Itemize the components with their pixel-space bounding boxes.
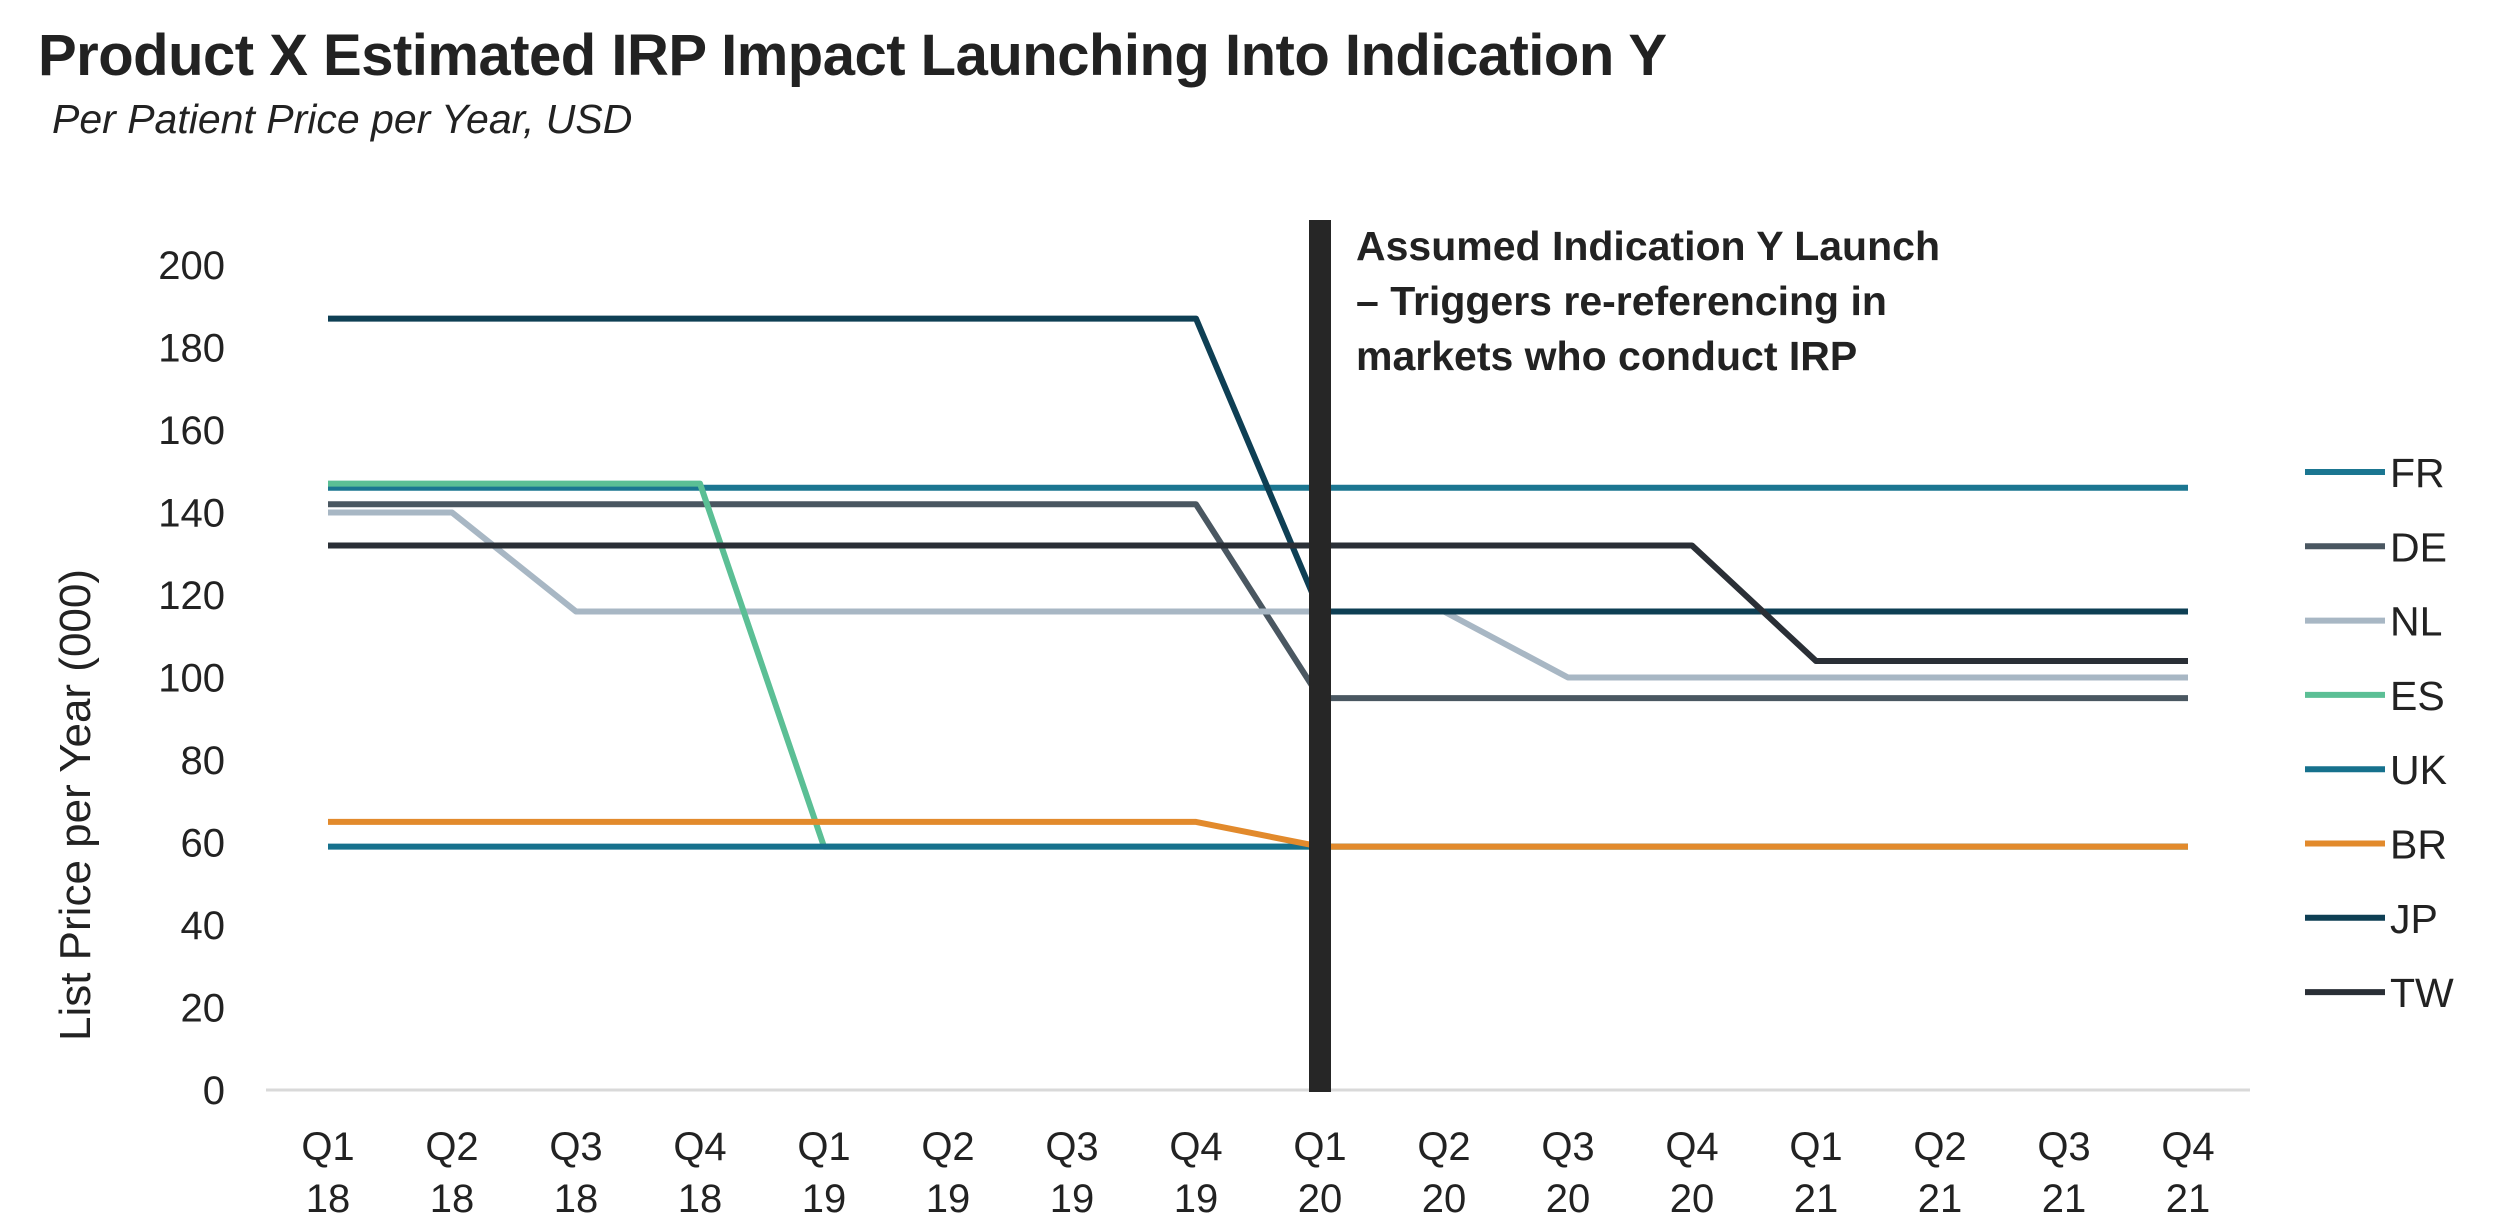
y-tick-label: 180 — [158, 327, 225, 371]
series-line-tw — [328, 542, 2188, 664]
x-tick-label: Q2 19 — [921, 1125, 974, 1221]
legend: FR DE NL ES UK BR JP TW — [2305, 450, 2454, 1016]
series-line-jp — [328, 315, 2188, 615]
y-tick-label: 140 — [158, 492, 225, 536]
chart-title: Product X Estimated IRP Impact Launching… — [38, 23, 1667, 88]
legend-label-br: BR — [2390, 822, 2447, 868]
y-tick-label: 120 — [158, 574, 225, 618]
y-tick-label: 0 — [203, 1069, 225, 1113]
launch-annotation-line-2: – Triggers re-referencing in — [1356, 278, 1887, 324]
legend-label-tw: TW — [2390, 970, 2454, 1016]
legend-label-uk: UK — [2390, 747, 2447, 793]
chart-subtitle: Per Patient Price per Year, USD — [52, 96, 633, 142]
launch-annotation-line-3: markets who conduct IRP — [1356, 333, 1857, 379]
x-tick-label: Q1 19 — [797, 1125, 850, 1221]
series-line-de — [328, 501, 2188, 702]
launch-marker-bar — [1309, 220, 1331, 1092]
series-line-br — [328, 818, 2188, 850]
x-tick-label: Q1 21 — [1789, 1125, 1842, 1221]
launch-annotation: Assumed Indication Y Launch – Triggers r… — [1309, 220, 1951, 1092]
x-tick-label: Q2 18 — [425, 1125, 478, 1221]
launch-annotation-line-1: Assumed Indication Y Launch — [1356, 223, 1940, 269]
x-tick-label: Q2 20 — [1417, 1125, 1470, 1221]
x-tick-label: Q3 18 — [549, 1125, 602, 1221]
series-lines — [328, 315, 2188, 850]
x-tick-label: Q3 19 — [1045, 1125, 1098, 1221]
y-tick-label: 20 — [181, 987, 226, 1031]
legend-label-fr: FR — [2390, 450, 2445, 496]
legend-label-es: ES — [2390, 673, 2445, 719]
x-axis-ticks: Q1 18 Q2 18 Q3 18 Q4 18 Q1 19 Q2 19 Q3 19 Q4 19 Q1 20 Q2 20… — [301, 1125, 2214, 1221]
x-tick-label: Q3 21 — [2037, 1125, 2090, 1221]
launch-annotation-text: Assumed Indication Y Launch – Triggers r… — [1356, 223, 1951, 379]
y-tick-label: 40 — [181, 904, 226, 948]
legend-label-jp: JP — [2390, 896, 2438, 942]
y-tick-label: 60 — [181, 822, 226, 866]
series-line-es — [328, 480, 2188, 850]
y-tick-label: 80 — [181, 739, 226, 783]
y-axis-title: List Price per Year (000) — [51, 569, 100, 1041]
x-tick-label: Q2 21 — [1913, 1125, 1966, 1221]
legend-label-nl: NL — [2390, 599, 2442, 645]
x-tick-label: Q3 20 — [1541, 1125, 1594, 1221]
y-tick-label: 200 — [158, 244, 225, 288]
y-tick-label: 100 — [158, 657, 225, 701]
x-tick-label: Q4 19 — [1169, 1125, 1222, 1221]
y-axis-ticks: 0 20 40 60 80 100 120 140 160 180 200 — [158, 244, 225, 1113]
x-tick-label: Q1 20 — [1293, 1125, 1346, 1221]
legend-label-de: DE — [2390, 524, 2447, 570]
x-tick-label: Q4 18 — [673, 1125, 726, 1221]
y-tick-label: 160 — [158, 409, 225, 453]
series-line-nl — [328, 509, 2188, 681]
x-tick-label: Q4 21 — [2161, 1125, 2214, 1221]
x-tick-label: Q1 18 — [301, 1125, 354, 1221]
x-tick-label: Q4 20 — [1665, 1125, 1718, 1221]
